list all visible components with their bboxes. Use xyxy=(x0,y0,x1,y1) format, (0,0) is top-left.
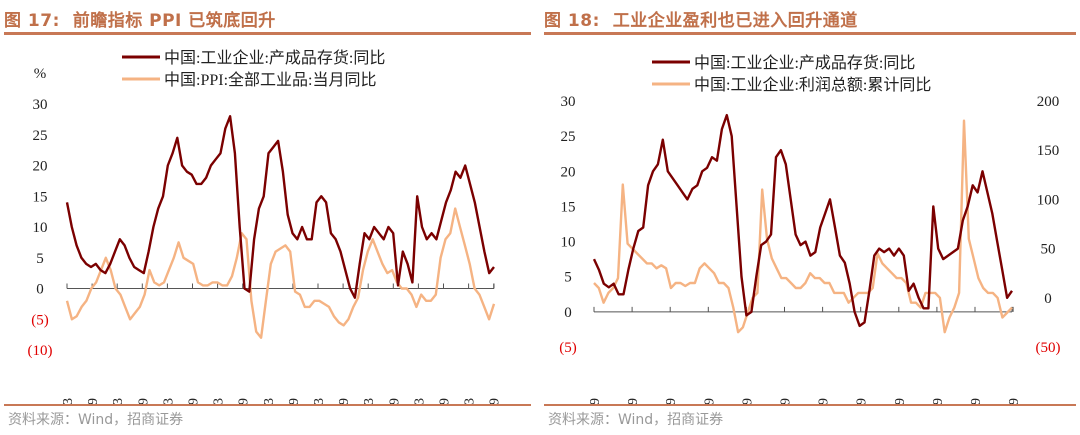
series-line xyxy=(65,115,495,299)
title-rule xyxy=(544,32,1076,35)
x-tick-label: 05-09 xyxy=(664,398,679,404)
x-tick-label: 04-03 xyxy=(161,398,176,404)
series-line xyxy=(65,207,496,339)
x-tick-label: 08-09 xyxy=(237,398,252,404)
figure-18-title: 图 18: 工业企业盈利也已进入回升通道 xyxy=(544,6,858,31)
x-tick-label: 20-09 xyxy=(438,398,453,404)
figure-18: 图 18: 工业企业盈利也已进入回升通道 中国:工业企业:产成品存货:同比 中国:… xyxy=(540,0,1080,435)
figure-18-title-text: 工业企业盈利也已进入回升通道 xyxy=(612,11,858,31)
figure-17-title: 图 17: 前瞻指标 PPI 已筑底回升 xyxy=(4,6,276,31)
x-tick-label: 15-09 xyxy=(855,398,870,404)
y-tick-label: 0 xyxy=(564,305,572,321)
y-tick-label: 10 xyxy=(33,220,48,236)
x-tick-label: 13-09 xyxy=(817,398,832,404)
y-tick-label: 25 xyxy=(561,129,576,145)
source-note: 资料来源：Wind，招商证券 xyxy=(8,412,184,428)
x-tick-label: 16-03 xyxy=(362,398,377,404)
legend-label: 中国:工业企业:利润总额:累计同比 xyxy=(694,76,931,94)
x-tick-label: 23-09 xyxy=(488,398,503,404)
x-tick-label: 01-09 xyxy=(588,398,603,404)
x-tick-label: 98-03 xyxy=(61,398,76,404)
x-tick-label: 10-03 xyxy=(262,398,277,404)
x-tick-label: 19-09 xyxy=(931,398,946,404)
y-tick-label: 5 xyxy=(36,251,44,267)
y2-tick-label: 200 xyxy=(1037,94,1060,110)
x-tick-label: 05-09 xyxy=(187,398,202,404)
footer-rule xyxy=(544,404,1076,406)
y-tick-label: 20 xyxy=(33,159,48,175)
y-tick-label: 30 xyxy=(561,94,576,110)
x-tick-label: 17-09 xyxy=(387,398,402,404)
series-line xyxy=(593,119,1013,334)
y2-tick-label: 50 xyxy=(1041,242,1056,258)
y-tick-label: 0 xyxy=(36,282,44,298)
x-tick-label: 19-03 xyxy=(412,398,427,404)
series-line xyxy=(592,113,1013,328)
y-tick-label: 5 xyxy=(564,270,572,286)
legend-label: 中国:工业企业:产成品存货:同比 xyxy=(164,49,385,67)
y-axis-unit: % xyxy=(34,66,47,82)
figure-17: 图 17: 前瞻指标 PPI 已筑底回升 中国:工业企业:产成品存货:同比 中国:… xyxy=(0,0,535,435)
title-rule xyxy=(4,32,531,35)
y2-tick-label: 150 xyxy=(1037,143,1060,159)
y-tick-label: 30 xyxy=(33,97,48,113)
legend-label: 中国:PPI:全部工业品:当月同比 xyxy=(164,71,376,89)
figure-17-label: 图 17: xyxy=(4,11,60,31)
y-tick-label: 20 xyxy=(561,164,576,180)
y-tick-label: 25 xyxy=(33,128,48,144)
x-tick-label: 14-09 xyxy=(337,398,352,404)
y-tick-label: 15 xyxy=(33,189,48,205)
footer-rule xyxy=(4,404,531,406)
y2-tick-label: 100 xyxy=(1037,192,1060,208)
figure-18-label: 图 18: xyxy=(544,11,600,31)
y-tick-label: 10 xyxy=(561,235,576,251)
x-tick-label: 23-09 xyxy=(1007,398,1022,404)
x-tick-label: 13-03 xyxy=(312,398,327,404)
y2-tick-label: (50) xyxy=(1036,340,1061,356)
y-tick-label: (10) xyxy=(28,343,53,359)
x-tick-label: 02-09 xyxy=(136,398,151,404)
y-tick-label: (5) xyxy=(31,312,49,328)
x-tick-label: 99-09 xyxy=(86,398,101,404)
y-tick-label: 15 xyxy=(561,199,576,215)
x-tick-label: 07-03 xyxy=(212,398,227,404)
y-tick-label: (5) xyxy=(559,340,577,356)
x-tick-label: 07-09 xyxy=(702,398,717,404)
x-tick-label: 11-09 xyxy=(779,398,794,404)
x-tick-label: 17-09 xyxy=(893,398,908,404)
x-tick-label: 09-09 xyxy=(740,398,755,404)
y2-tick-label: 0 xyxy=(1044,291,1052,307)
figure-17-title-text: 前瞻指标 PPI 已筑底回升 xyxy=(72,11,276,31)
legend-label: 中国:工业企业:产成品存货:同比 xyxy=(694,54,915,72)
x-tick-label: 22-03 xyxy=(463,398,478,404)
x-tick-label: 03-09 xyxy=(626,398,641,404)
source-note: 资料来源：Wind，招商证券 xyxy=(548,412,724,428)
x-tick-label: 21-09 xyxy=(969,398,984,404)
x-tick-label: 01-03 xyxy=(111,398,126,404)
x-tick-label: 11-09 xyxy=(287,398,302,404)
